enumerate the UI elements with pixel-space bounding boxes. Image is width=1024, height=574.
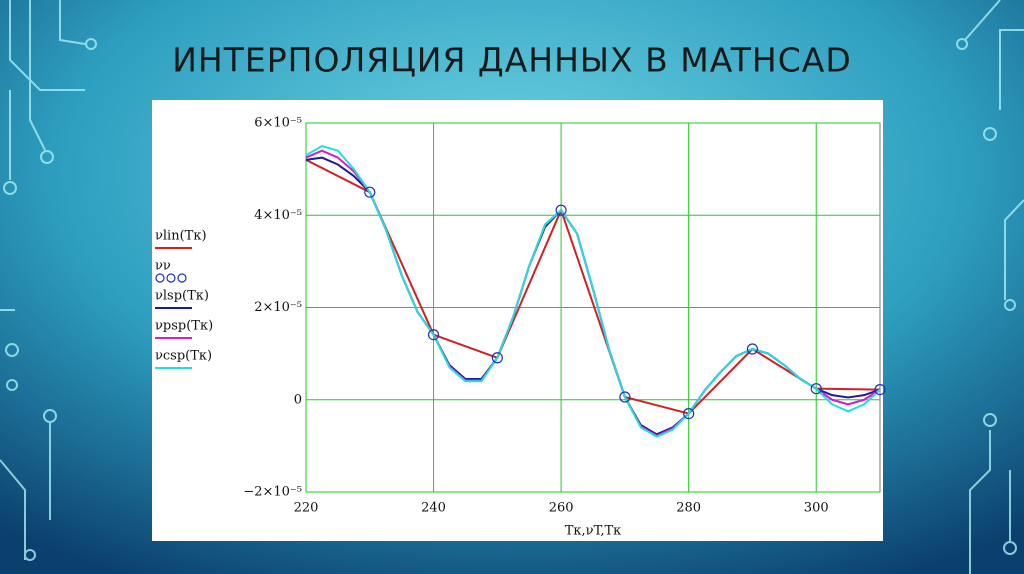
data-point: [427, 329, 440, 341]
x-tick-label: 240: [421, 501, 446, 516]
x-tick-label: 280: [676, 501, 701, 516]
legend-label: νlsp(Tк): [155, 289, 209, 304]
data-point: [683, 407, 695, 420]
legend-swatch: [177, 273, 187, 283]
y-tick-label: 2×10⁻⁵: [254, 300, 302, 315]
legend-label: νν: [155, 259, 171, 274]
series-line: [305, 159, 881, 415]
legend-label: νcsp(Tк): [155, 349, 212, 364]
legend-swatch: [166, 273, 176, 283]
x-tick-label: 220: [294, 501, 319, 516]
plot: [305, 145, 886, 438]
data-point: [810, 383, 822, 395]
y-tick-label: 0: [294, 392, 302, 407]
y-tick-label: −2×10⁻⁵: [243, 485, 302, 500]
y-tick-label: 6×10⁻⁵: [254, 116, 302, 131]
data-point: [555, 204, 567, 216]
legend-swatch: [155, 273, 165, 283]
slide-title: ИНТЕРПОЛЯЦИЯ ДАННЫХ В MATHCAD: [172, 41, 851, 80]
legend: νlin(Tк) νν νlsp(Tк) νpsp(Tк) νcsp(Tк): [155, 229, 213, 369]
x-tick-label: 300: [804, 501, 829, 516]
data-point: [746, 343, 759, 355]
data-point: [364, 186, 376, 198]
y-tick-label: 4×10⁻⁵: [254, 208, 302, 223]
data-point: [874, 384, 886, 396]
chart-panel: [152, 100, 883, 541]
series-line: [305, 145, 881, 438]
x-tick-label: 260: [549, 501, 574, 516]
grid: 220 240 260 280 300 −2×10⁻⁵ 0 2×10⁻⁵ 4×10⁻⁵ 6×10⁻…: [243, 116, 880, 516]
data-point: [491, 352, 503, 364]
legend-label: νpsp(Tк): [155, 319, 213, 334]
data-point: [619, 391, 631, 403]
legend-label: νlin(Tк): [155, 229, 207, 244]
x-axis-label: Tк,νT,Tк: [565, 524, 622, 539]
